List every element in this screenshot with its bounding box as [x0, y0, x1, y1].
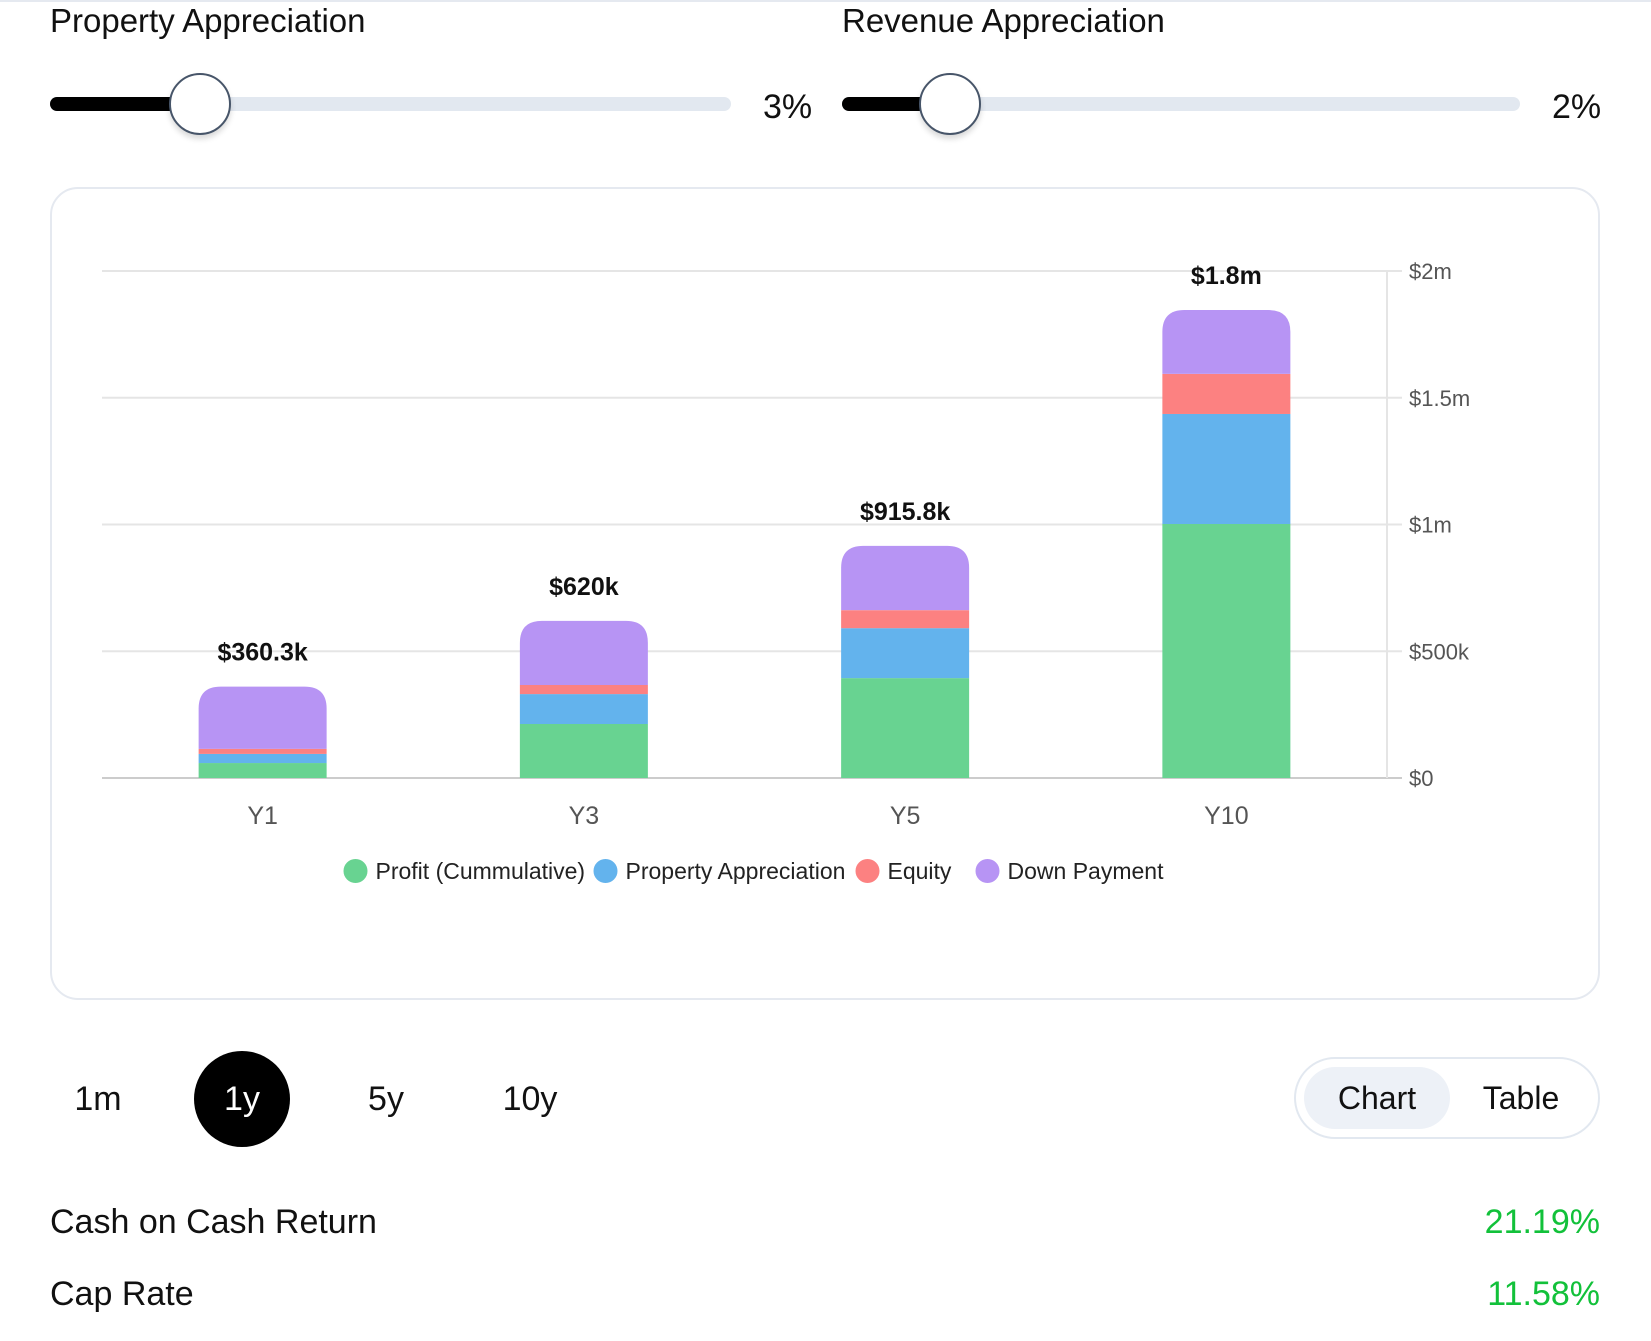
legend-label: Equity	[888, 858, 952, 884]
bar-segment-equity	[519, 684, 648, 695]
x-tick-label: Y1	[247, 802, 278, 830]
bar-segment-property-appreciation	[198, 753, 327, 764]
period-1m-button[interactable]: 1m	[74, 1080, 122, 1118]
bar-segment-property-appreciation	[1162, 413, 1291, 524]
legend-swatch-icon	[593, 859, 618, 883]
period-10y-button[interactable]: 10y	[502, 1080, 558, 1118]
stacked-bar-chart: $0 $500k $1m $1.5m $2m $360.3k Y1 $620k Y3 $915.8…	[102, 259, 1470, 884]
cap-rate-value: 11.58%	[1487, 1275, 1600, 1313]
x-tick-label: Y5	[890, 802, 921, 830]
property-appreciation-title: Property Appreciation	[50, 2, 366, 39]
slider-thumb[interactable]	[168, 73, 231, 135]
bar-segment-profit-cummulative	[519, 724, 648, 778]
legend-label: Down Payment	[1008, 858, 1165, 884]
revenue-appreciation-title: Revenue Appreciation	[842, 2, 1165, 39]
cash-on-cash-return-value: 21.19%	[1484, 1203, 1600, 1241]
revenue-appreciation-slider[interactable]	[842, 73, 1520, 135]
chart-view-button[interactable]: Chart	[1304, 1067, 1450, 1129]
slider-thumb[interactable]	[919, 73, 982, 135]
bar-segment-down-payment	[519, 620, 648, 685]
bar-segment-profit-cummulative	[1162, 523, 1291, 778]
property-appreciation-slider[interactable]	[50, 73, 731, 135]
bar-total-label: $1.8m	[1191, 262, 1262, 290]
revenue-appreciation-value: 2%	[1552, 88, 1602, 126]
x-tick-label: Y3	[569, 802, 600, 830]
legend-swatch-icon	[975, 859, 1000, 883]
bar-segment-profit-cummulative	[841, 678, 970, 778]
chart-card: $0 $500k $1m $1.5m $2m $360.3k Y1 $620k Y3 $915.8…	[50, 187, 1600, 1000]
bar-total-label: $915.8k	[860, 498, 950, 526]
top-divider	[0, 0, 1651, 2]
bar-segment-property-appreciation	[841, 628, 970, 679]
legend-swatch-icon	[855, 859, 880, 883]
y-tick-label: $1m	[1409, 513, 1452, 538]
bar-segment-equity	[198, 748, 327, 754]
bar-total-label: $360.3k	[217, 639, 307, 667]
bar-segment-equity	[841, 610, 970, 629]
bar-segment-equity	[1162, 373, 1291, 414]
period-1y-button[interactable]: 1y	[194, 1051, 290, 1147]
table-view-button[interactable]: Table	[1482, 1080, 1560, 1116]
y-tick-label: $1.5m	[1409, 386, 1470, 411]
y-tick-label: $2m	[1409, 259, 1452, 284]
cash-on-cash-return-label: Cash on Cash Return	[50, 1203, 377, 1241]
bar-segment-profit-cummulative	[198, 763, 327, 778]
bar-segment-down-payment	[198, 686, 327, 749]
legend-swatch-icon	[343, 859, 368, 883]
legend-label: Property Appreciation	[626, 858, 846, 884]
bar-total-label: $620k	[549, 573, 619, 601]
x-tick-label: Y10	[1204, 802, 1248, 830]
period-5y-button[interactable]: 5y	[368, 1080, 404, 1118]
view-toggle: Chart Table	[1294, 1057, 1600, 1139]
legend-label: Profit (Cummulative)	[376, 858, 586, 884]
y-tick-label: $0	[1409, 766, 1433, 791]
bar-segment-property-appreciation	[519, 694, 648, 725]
y-tick-label: $500k	[1409, 639, 1470, 664]
slider-fill	[50, 97, 200, 111]
cap-rate-label: Cap Rate	[50, 1275, 194, 1313]
bar-segment-down-payment	[841, 545, 970, 611]
property-appreciation-value: 3%	[763, 88, 813, 126]
bar-segment-down-payment	[1162, 310, 1291, 374]
